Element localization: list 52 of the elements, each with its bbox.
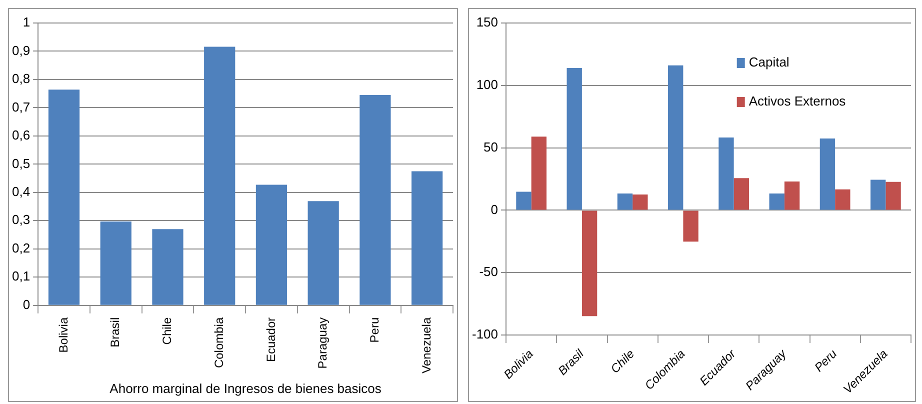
y-tick-label: 0,5 (12, 156, 30, 171)
y-tick-label: 0,4 (12, 184, 30, 199)
y-tick-label: 0 (490, 202, 498, 217)
bar (100, 221, 132, 305)
legend-label: Activos Externos (748, 94, 846, 109)
bar (582, 210, 598, 316)
bar (683, 210, 698, 242)
x-tick-label: Chile (160, 317, 174, 345)
x-tick-label: Brasil (108, 317, 122, 348)
y-tick-label: -100 (472, 326, 498, 342)
x-tick-label: Venezuela (419, 317, 434, 374)
bar (516, 192, 532, 210)
bar (784, 182, 800, 210)
bar (617, 193, 633, 210)
bar (204, 46, 236, 305)
y-tick-label: 0,7 (12, 99, 30, 114)
y-tick-label: -50 (479, 264, 498, 280)
bar (531, 136, 547, 210)
x-axis-title: Ahorro marginal de Ingresos de bienes basicos (110, 380, 382, 396)
bar (152, 229, 184, 305)
bar (566, 68, 582, 210)
x-tick-label: Bolivia (56, 317, 70, 353)
bar (668, 65, 684, 210)
bar (769, 193, 784, 210)
legend-label: Capital (748, 54, 790, 70)
bar (632, 194, 648, 210)
y-tick-label: 0,9 (12, 42, 30, 58)
y-tick-label: 1 (22, 14, 30, 30)
bar (308, 201, 339, 305)
y-tick-label: 0,3 (12, 212, 30, 228)
x-tick-label: Ecuador (264, 317, 278, 362)
y-tick-label: 100 (476, 76, 498, 92)
y-tick-label: 0,8 (12, 71, 30, 86)
bar (48, 90, 80, 305)
bar (256, 184, 288, 305)
y-tick-label: 50 (484, 139, 498, 154)
bar (835, 189, 850, 210)
y-tick-label: 0,1 (12, 268, 30, 284)
x-tick-label: Peru (368, 317, 382, 343)
bar (734, 178, 750, 210)
x-tick-label: Paraguay (316, 317, 330, 369)
x-tick-label: Colombia (212, 317, 226, 368)
y-tick-label: 0 (22, 296, 30, 312)
bar (820, 138, 836, 210)
bar (718, 137, 734, 210)
bar (870, 180, 886, 210)
bar (360, 95, 391, 305)
bar (412, 171, 443, 305)
y-tick-label: 150 (476, 14, 498, 30)
y-tick-label: 0,2 (12, 240, 30, 256)
bar (886, 182, 901, 210)
y-tick-label: 0,6 (12, 128, 30, 143)
